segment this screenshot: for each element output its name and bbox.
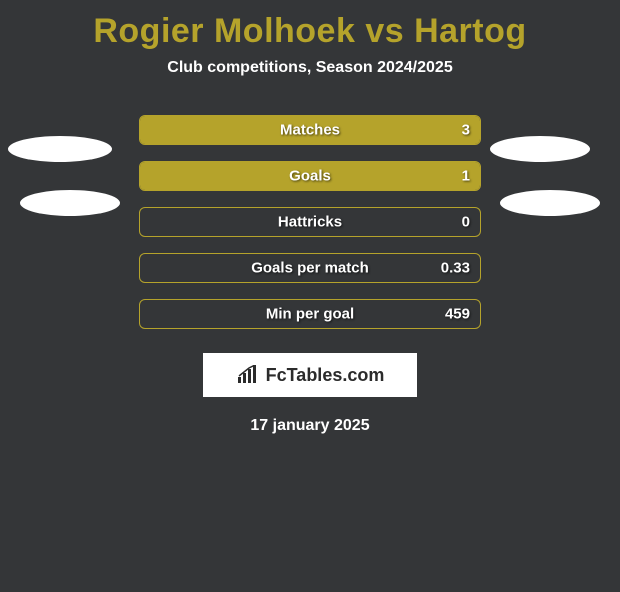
stat-value: 459 <box>445 306 470 323</box>
stat-label: Hattricks <box>278 214 342 231</box>
decorative-ellipse <box>490 136 590 162</box>
stat-value: 0.33 <box>441 260 470 277</box>
date-text: 17 january 2025 <box>0 417 620 435</box>
decorative-ellipse <box>500 190 600 216</box>
decorative-ellipse <box>20 190 120 216</box>
decorative-ellipse <box>8 136 112 162</box>
stat-row-goals: Goals 1 <box>139 161 481 191</box>
stat-label: Goals per match <box>251 260 369 277</box>
stat-label: Min per goal <box>266 306 354 323</box>
subtitle: Club competitions, Season 2024/2025 <box>0 59 620 77</box>
stat-label: Matches <box>280 122 340 139</box>
stat-row-min-per-goal: Min per goal 459 <box>139 299 481 329</box>
brand-box: FcTables.com <box>203 353 417 397</box>
stat-value: 1 <box>462 168 470 185</box>
brand-text: FcTables.com <box>266 365 385 386</box>
stat-row-hattricks: Hattricks 0 <box>139 207 481 237</box>
stat-label: Goals <box>289 168 331 185</box>
stat-row-goals-per-match: Goals per match 0.33 <box>139 253 481 283</box>
stat-value: 3 <box>462 122 470 139</box>
page-title: Rogier Molhoek vs Hartog <box>0 12 620 51</box>
stat-value: 0 <box>462 214 470 231</box>
bar-chart-icon <box>236 365 260 385</box>
stat-row-matches: Matches 3 <box>139 115 481 145</box>
